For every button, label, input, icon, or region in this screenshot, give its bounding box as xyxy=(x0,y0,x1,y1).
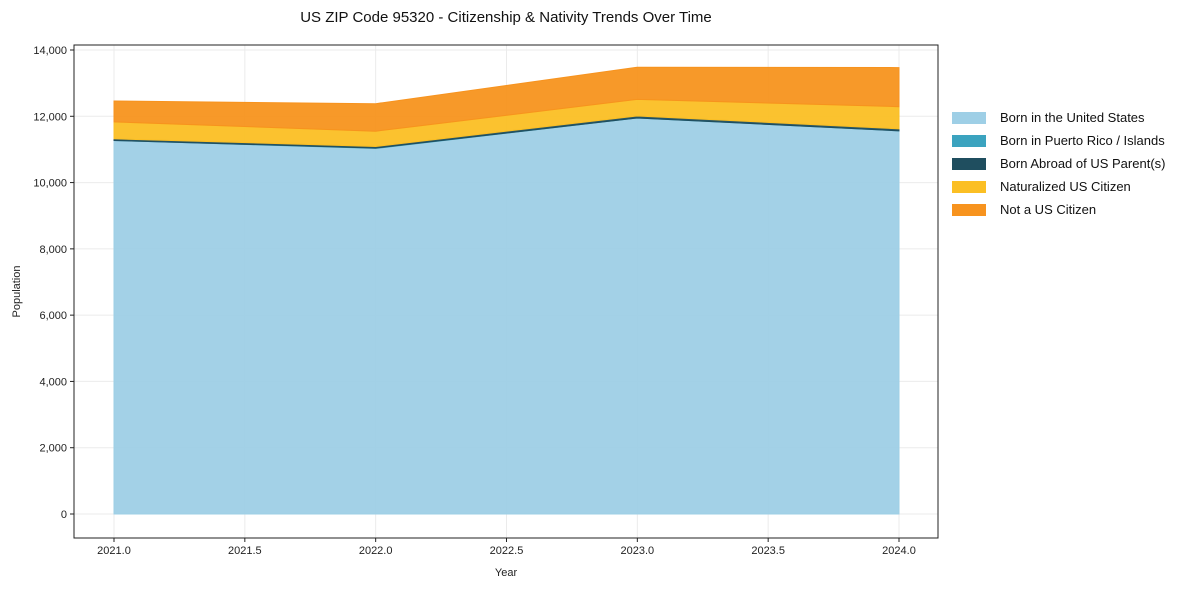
legend-swatch xyxy=(952,180,986,193)
x-tick-label: 2021.5 xyxy=(228,545,262,557)
legend-item: Not a US Citizen xyxy=(952,198,1165,221)
y-tick-label: 12,000 xyxy=(33,111,67,123)
legend-label: Born in Puerto Rico / Islands xyxy=(1000,133,1165,148)
legend-swatch xyxy=(952,111,986,124)
area-not-a-us-citizen xyxy=(113,66,900,132)
area-born-in-the-united-states xyxy=(113,117,900,515)
x-axis-label: Year xyxy=(495,567,518,579)
legend-swatch xyxy=(952,157,986,170)
legend: Born in the United States Born in Puerto … xyxy=(952,106,1165,221)
legend-item: Born Abroad of US Parent(s) xyxy=(952,152,1165,175)
y-tick-label: 8,000 xyxy=(39,244,67,256)
x-tick-label: 2022.5 xyxy=(490,545,524,557)
y-axis-label: Population xyxy=(11,266,23,318)
x-tick-label: 2021.0 xyxy=(97,545,131,557)
legend-item: Born in the United States xyxy=(952,106,1165,129)
plot-frame xyxy=(73,44,939,539)
y-tick-label: 0 xyxy=(61,509,67,521)
y-tick-label: 14,000 xyxy=(33,45,67,57)
x-tick-label: 2023.5 xyxy=(751,545,785,557)
x-tick-label: 2022.0 xyxy=(359,545,393,557)
y-tick-label: 10,000 xyxy=(33,178,67,190)
x-tick-label: 2023.0 xyxy=(621,545,655,557)
y-tick-label: 2,000 xyxy=(39,443,67,455)
legend-label: Not a US Citizen xyxy=(1000,202,1097,217)
legend-item: Born in Puerto Rico / Islands xyxy=(952,129,1165,152)
legend-label: Born in the United States xyxy=(1000,110,1145,125)
legend-label: Naturalized US Citizen xyxy=(1000,179,1131,194)
legend-label: Born Abroad of US Parent(s) xyxy=(1000,156,1166,171)
legend-swatch xyxy=(952,203,986,216)
y-tick-label: 4,000 xyxy=(39,376,67,388)
legend-item: Naturalized US Citizen xyxy=(952,175,1165,198)
y-tick-label: 6,000 xyxy=(39,310,67,322)
legend-swatch xyxy=(952,134,986,147)
x-tick-label: 2024.0 xyxy=(882,545,916,557)
chart-title: US ZIP Code 95320 - Citizenship & Nativi… xyxy=(300,9,712,26)
